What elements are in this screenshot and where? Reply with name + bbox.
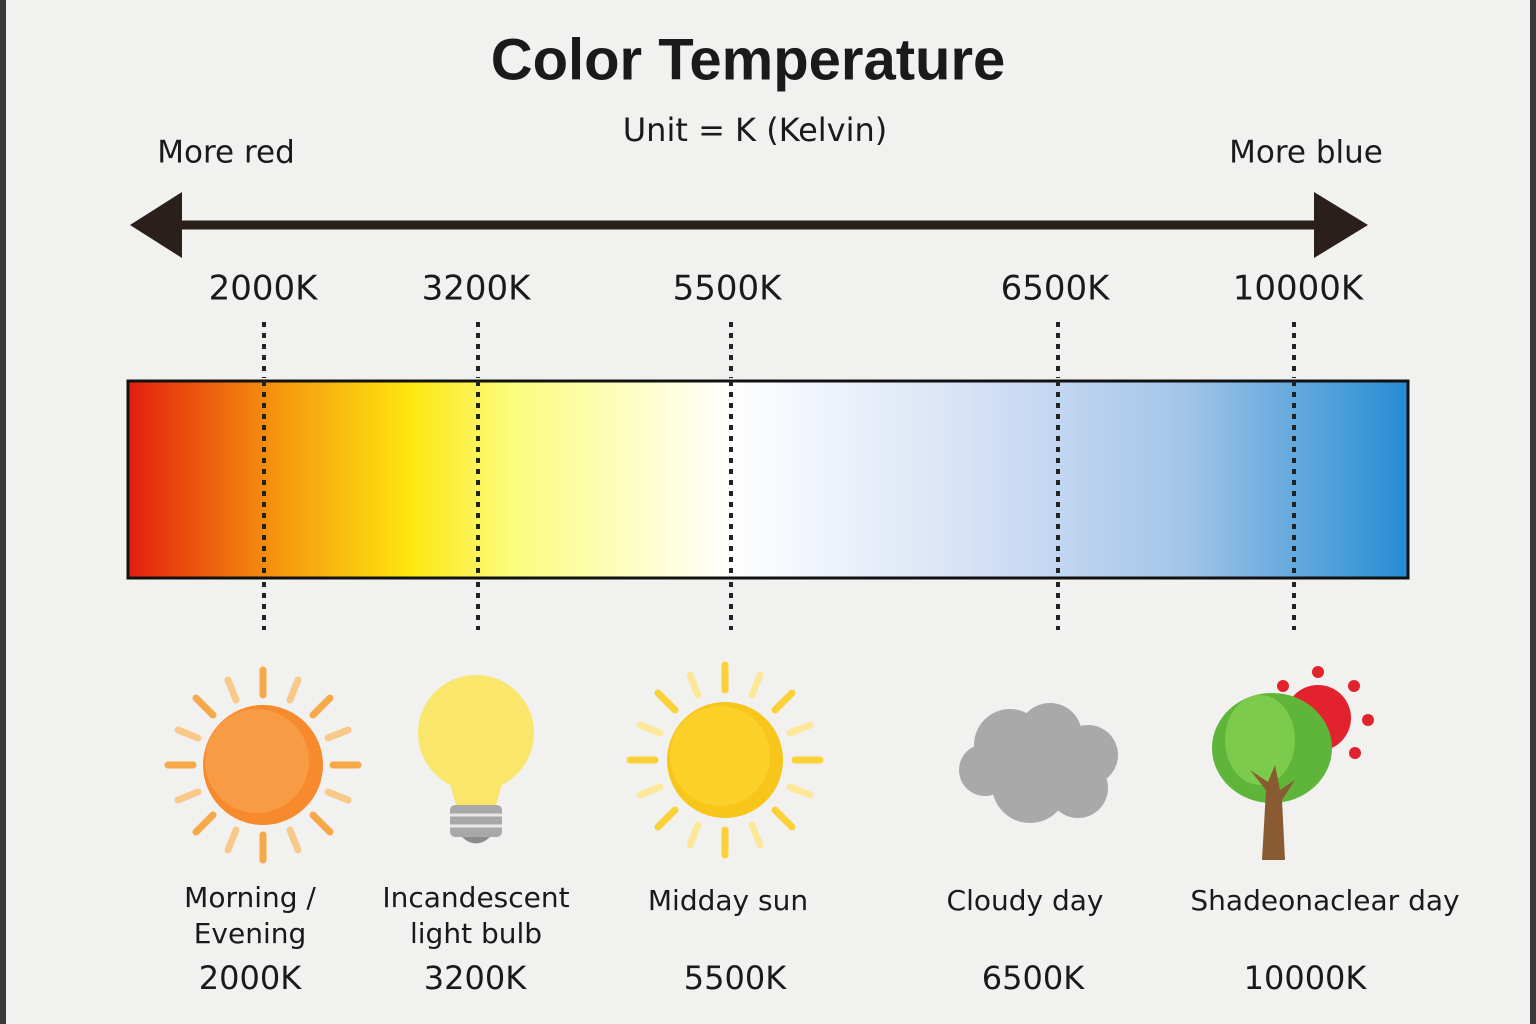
- item-value: 6500K: [982, 959, 1085, 997]
- item-value: 3200K: [424, 959, 527, 997]
- marker-label: 10000K: [1233, 269, 1365, 309]
- item-caption: Incandescent: [382, 881, 569, 914]
- item-value: 2000K: [199, 959, 302, 997]
- right-label: More blue: [1229, 135, 1383, 171]
- cloud-icon: [959, 703, 1118, 823]
- marker-label: 3200K: [422, 269, 533, 309]
- item-caption: Shadeonaclear day: [1190, 884, 1459, 917]
- edge: [1530, 0, 1536, 1024]
- subtitle: Unit = K (Kelvin): [623, 111, 888, 149]
- marker-label: 2000K: [209, 269, 320, 309]
- edge: [0, 0, 6, 1024]
- item-value: 5500K: [684, 959, 787, 997]
- item-caption: Morning /: [184, 881, 316, 914]
- marker-label: 5500K: [673, 269, 784, 309]
- bulb-icon: [418, 675, 534, 844]
- sun-icon: [626, 661, 824, 859]
- item-caption: Evening: [194, 917, 307, 950]
- item-caption: light bulb: [410, 917, 542, 950]
- arrow: [130, 192, 1368, 258]
- item-value: 10000K: [1244, 959, 1368, 997]
- item-caption: Midday sun: [648, 884, 808, 917]
- tree-icon: [1212, 666, 1374, 860]
- item-caption: Cloudy day: [947, 884, 1104, 917]
- marker-label: 6500K: [1001, 269, 1112, 309]
- left-label: More red: [157, 135, 295, 171]
- title: Color Temperature: [491, 27, 1006, 92]
- gradient-bar: [126, 379, 1410, 580]
- sunset-icon: [164, 666, 362, 864]
